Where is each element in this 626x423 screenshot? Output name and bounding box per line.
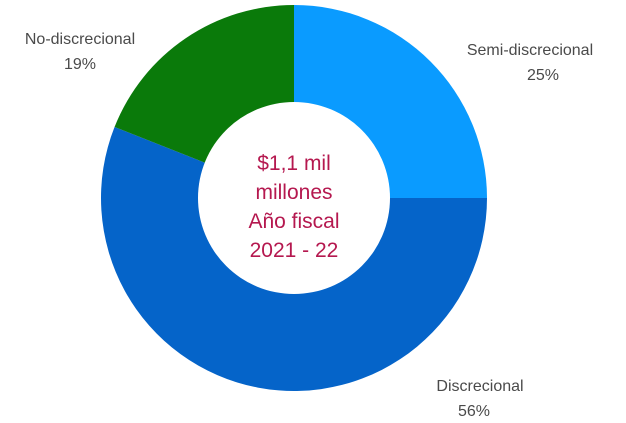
label-discrecional-value: 56%: [458, 403, 490, 420]
label-semi-discrecional-value: 25%: [527, 67, 559, 84]
label-no-discrecional-name: No-discrecional: [25, 31, 135, 48]
center-label: $1,1 mil millones Año fiscal 2021 - 22: [248, 152, 339, 262]
label-semi-discrecional-name: Semi-discrecional: [467, 42, 593, 59]
center-line-2: millones: [255, 181, 332, 204]
donut-hole: [198, 102, 390, 294]
label-discrecional-name: Discrecional: [436, 378, 523, 395]
center-line-3: Año fiscal: [248, 210, 339, 233]
label-no-discrecional-value: 19%: [64, 56, 96, 73]
center-line-4: 2021 - 22: [250, 239, 339, 262]
center-line-1: $1,1 mil: [257, 152, 331, 175]
